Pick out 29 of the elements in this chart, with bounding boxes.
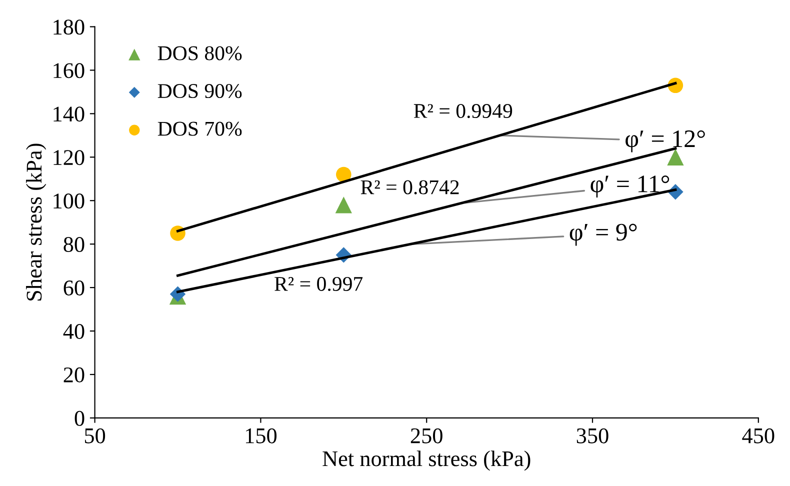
annotation: φ′ = 12° [626, 130, 705, 152]
point [336, 166, 352, 182]
annotation: φ′ = 11° [590, 176, 670, 198]
y-axis-title: Shear stress (kPa) [26, 144, 46, 300]
y-tick-label: 60 [64, 280, 84, 296]
point [335, 196, 352, 214]
x-tick-label: 450 [742, 428, 774, 444]
y-tick-label: 40 [63, 324, 84, 339]
x-tick-label: 50 [84, 428, 106, 444]
x-tick-label: 150 [246, 428, 277, 444]
annotation: R² = 0.9949 [414, 104, 512, 118]
y-tick-label: 20 [64, 367, 84, 382]
y-tick-label: 100 [54, 194, 84, 209]
x-axis-title: Net normal stress (kPa) [322, 450, 530, 471]
y-tick-label: 160 [54, 63, 84, 78]
annotation: R² = 0.997 [274, 276, 363, 292]
y-tick-label: 180 [54, 20, 84, 35]
y-tick-label: 0 [74, 410, 84, 426]
y-tick-label: 120 [54, 150, 84, 166]
x-tick-label: 350 [576, 428, 608, 444]
point [667, 148, 684, 166]
annotation: φ′ = 9° [570, 224, 637, 246]
annotation: R² = 0.8742 [360, 180, 459, 194]
legend-label: DOS 90% [158, 84, 242, 98]
legend-label: DOS 70% [158, 122, 242, 136]
legend-label: DOS 80% [158, 46, 242, 60]
y-tick-label: 80 [64, 237, 84, 252]
y-tick-label: 140 [54, 106, 84, 122]
x-tick-label: 250 [410, 428, 442, 444]
